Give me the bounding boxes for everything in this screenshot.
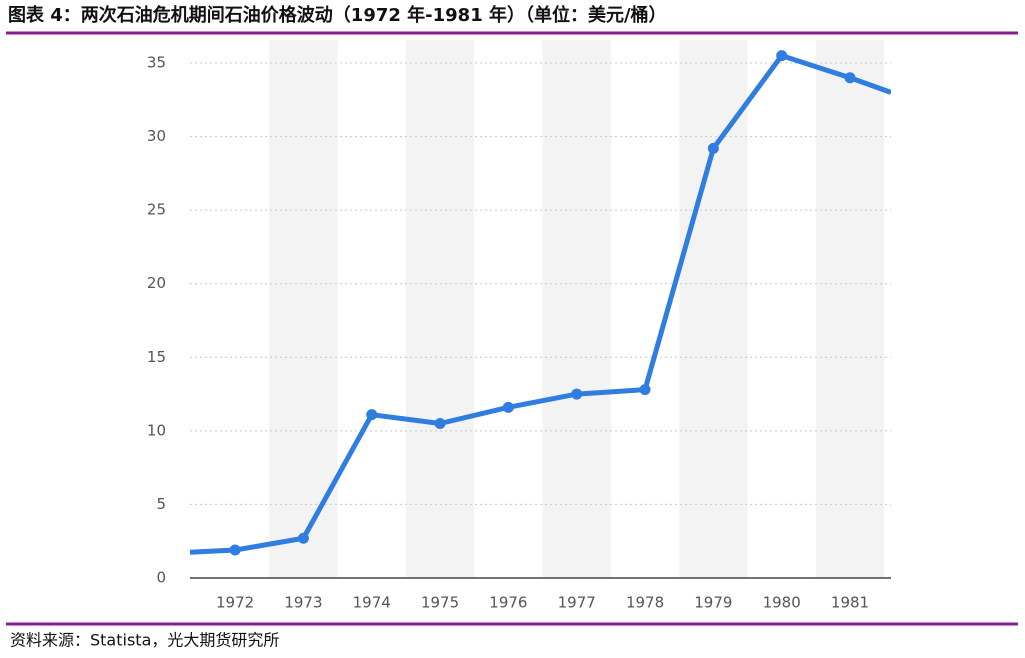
band [815, 40, 885, 578]
x-tick-label: 1977 [558, 594, 596, 612]
x-tick-label: 1979 [694, 594, 732, 612]
line [190, 53, 891, 555]
x-tick-label: 1978 [626, 594, 664, 612]
y-tick-label: 35 [147, 54, 166, 72]
point [434, 418, 446, 429]
x-tick-label: 1975 [421, 594, 459, 612]
grid [190, 62, 891, 505]
band [679, 40, 748, 578]
chart-title: 图表 4：两次石油危机期间石油价格波动（1972 年-1981 年）（单位：美元… [8, 4, 667, 26]
y-tick-label: 25 [147, 201, 166, 219]
point [366, 409, 378, 421]
point [776, 50, 788, 62]
y-tick-label: 10 [147, 421, 166, 439]
y-tick-label: 30 [147, 127, 166, 145]
x-tick-label: 1974 [353, 594, 391, 612]
x-tick-label: 1976 [489, 594, 527, 612]
point [229, 544, 241, 556]
y-tick-label: 15 [147, 348, 166, 366]
point [297, 532, 309, 544]
band [542, 40, 611, 578]
point [502, 401, 514, 413]
band [269, 40, 338, 578]
point [571, 388, 583, 400]
x-tick-label: 1973 [284, 594, 322, 612]
source: 资料来源：Statista，光大期货研究所 [10, 631, 279, 650]
x-tick-label: 1981 [831, 594, 869, 612]
y-tick-label: 5 [156, 495, 166, 513]
point [844, 72, 856, 84]
x-tick-label: 1980 [763, 594, 801, 612]
band [405, 40, 475, 578]
x-tick-label: 1972 [216, 594, 254, 612]
plot [190, 50, 891, 556]
bands [269, 40, 885, 578]
y-tick-label: 0 [156, 569, 166, 587]
point [639, 384, 651, 396]
y-tick-label: 20 [147, 274, 166, 292]
point [707, 142, 719, 154]
